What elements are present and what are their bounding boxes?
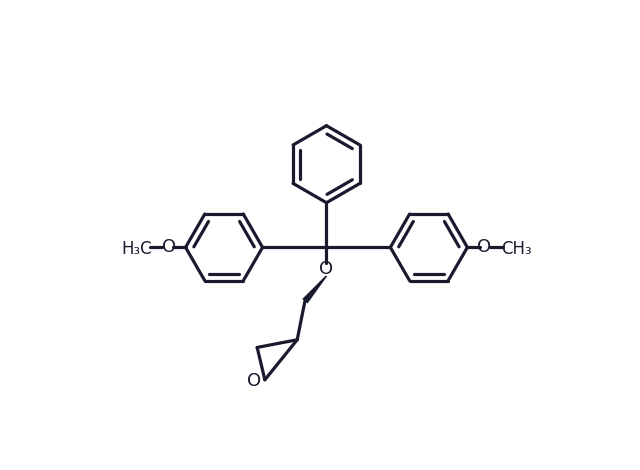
Text: O: O [161, 238, 175, 256]
Text: H₃C: H₃C [121, 240, 152, 258]
Text: O: O [477, 238, 492, 256]
Text: O: O [319, 260, 333, 278]
Polygon shape [302, 275, 327, 304]
Text: CH₃: CH₃ [501, 240, 532, 258]
Text: O: O [247, 372, 261, 391]
